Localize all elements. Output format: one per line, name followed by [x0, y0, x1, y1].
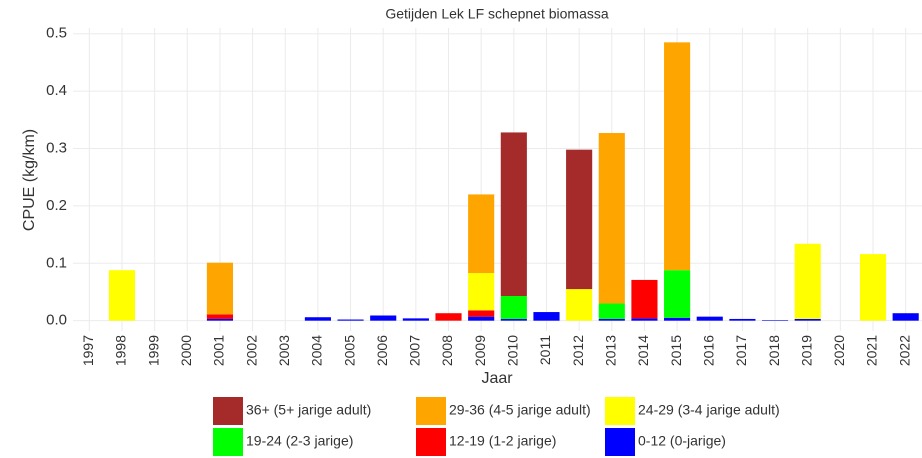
bar-segment	[598, 303, 625, 319]
x-tick-label: 2010	[505, 335, 521, 366]
legend-label: 29-36 (4-5 jarige adult)	[449, 402, 591, 418]
legend-swatch	[213, 428, 243, 456]
bar-segment	[500, 132, 527, 296]
x-tick-label: 2004	[309, 335, 325, 366]
x-tick-label: 2001	[211, 335, 227, 366]
bar-segment	[370, 315, 397, 321]
x-tick-label: 2013	[602, 335, 618, 366]
legend-label: 0-12 (0-jarige)	[638, 433, 726, 449]
bar-segment	[206, 318, 234, 321]
bar-segment	[598, 133, 625, 304]
x-tick-label: 2016	[700, 335, 716, 366]
legend-swatch	[213, 397, 243, 425]
legend-swatch	[416, 428, 446, 456]
x-tick-label: 2020	[831, 335, 847, 366]
bar-segment	[402, 318, 429, 321]
bar-segment	[566, 149, 593, 290]
x-tick-label: 1998	[113, 335, 129, 366]
x-tick-label: 2000	[178, 335, 194, 366]
bar-segment	[468, 273, 495, 311]
bar-segment	[108, 270, 136, 321]
y-tick-label: 0.2	[46, 197, 67, 214]
bar-segment	[859, 254, 887, 321]
bar-segment	[794, 243, 821, 319]
legend-swatch	[605, 397, 635, 425]
legend-swatch	[416, 397, 446, 425]
legend-label: 36+ (5+ jarige adult)	[246, 402, 371, 418]
legend-label: 19-24 (2-3 jarige)	[246, 433, 353, 449]
y-axis-label: CPUE (kg/km)	[21, 129, 38, 231]
x-tick-label: 2019	[798, 335, 814, 366]
bar-segment	[729, 318, 756, 321]
x-tick-label: 2007	[407, 335, 423, 366]
x-tick-label: 2002	[243, 335, 259, 366]
y-tick-label: 0.5	[46, 25, 67, 42]
x-tick-label: 2014	[635, 335, 651, 366]
bar-segment	[337, 319, 364, 321]
bar-segment	[631, 318, 658, 321]
x-tick-label: 1999	[145, 335, 161, 366]
bar-segment	[468, 194, 495, 274]
x-tick-label: 2006	[374, 335, 390, 366]
x-tick-label: 2018	[766, 335, 782, 366]
bar-segment	[761, 320, 789, 321]
x-tick-label: 2011	[537, 335, 553, 365]
x-tick-label: 2015	[668, 335, 684, 366]
x-tick-label: 1997	[80, 335, 96, 366]
bar-segment	[892, 313, 919, 321]
x-tick-label: 2005	[341, 335, 357, 366]
bar-segment	[206, 314, 234, 319]
bar-segment	[664, 42, 691, 271]
x-tick-label: 2003	[276, 335, 292, 366]
bar-segment	[435, 313, 462, 321]
x-tick-label: 2012	[570, 335, 586, 366]
legend-label: 24-29 (3-4 jarige adult)	[638, 402, 780, 418]
x-tick-label: 2008	[439, 335, 455, 366]
bar-segment	[696, 316, 723, 321]
legend-swatch	[605, 428, 635, 456]
y-tick-label: 0.3	[46, 139, 67, 156]
bar-segment	[500, 295, 527, 319]
x-axis-label: Jaar	[481, 370, 513, 387]
legend-label: 12-19 (1-2 jarige)	[449, 433, 556, 449]
x-tick-label: 2021	[864, 335, 880, 366]
bar-segment	[304, 317, 331, 321]
bar-segment	[664, 270, 691, 318]
bar-segment	[631, 279, 658, 319]
bar-segment	[468, 310, 495, 317]
bar-segment	[664, 317, 691, 321]
x-tick-label: 2022	[896, 335, 912, 366]
bar-segment	[598, 318, 625, 321]
bar-segment	[206, 262, 234, 315]
y-tick-label: 0.0	[46, 312, 67, 329]
bar-segment	[533, 312, 560, 321]
bar-segment	[468, 316, 495, 321]
bar-segment	[566, 289, 593, 321]
chart-title: Getijden Lek LF schepnet biomassa	[385, 6, 609, 22]
x-tick-label: 2017	[733, 335, 749, 366]
bar-segment	[500, 318, 527, 321]
y-tick-label: 0.4	[46, 82, 67, 99]
y-tick-label: 0.1	[46, 254, 67, 271]
bar-segment	[794, 318, 821, 321]
x-tick-label: 2009	[472, 335, 488, 366]
